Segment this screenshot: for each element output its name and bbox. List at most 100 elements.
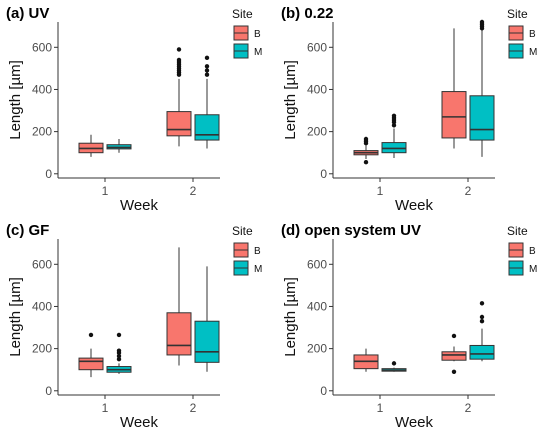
outlier-point	[479, 314, 485, 320]
outlier-point	[176, 57, 182, 63]
outlier-point	[116, 353, 122, 359]
y-tick-label: 600	[307, 257, 327, 271]
box-M-week-1	[106, 332, 132, 374]
y-tick-label: 200	[32, 342, 52, 356]
box-B-week-2	[441, 28, 467, 149]
y-tick-label: 0	[320, 384, 327, 398]
x-tick-label: 2	[465, 401, 472, 415]
panel-title: (b) 0.22	[281, 5, 334, 22]
y-tick-label: 0	[320, 167, 327, 181]
box-body	[381, 142, 407, 154]
outlier-point	[363, 136, 369, 142]
box-B-week-1	[353, 136, 379, 165]
outlier-point	[116, 356, 122, 362]
panel-title: (c) GF	[6, 222, 49, 239]
box-B-week-2	[166, 47, 192, 147]
outlier-point	[391, 113, 397, 119]
box-body	[469, 95, 495, 141]
box-body	[194, 320, 220, 363]
x-tick-label: 1	[102, 184, 109, 198]
y-axis-title: Length [µm]	[282, 277, 299, 357]
y-tick-label: 0	[45, 384, 52, 398]
outlier-point	[176, 47, 182, 52]
legend-label-M: M	[254, 47, 262, 58]
box-B-week-1	[353, 348, 379, 372]
legend-label-B: B	[529, 246, 536, 257]
y-tick-label: 200	[32, 125, 52, 139]
panel-title: (a) UV	[6, 5, 49, 22]
x-axis-title: Week	[120, 197, 159, 214]
legend-title: Site	[507, 224, 528, 238]
outlier-point	[479, 319, 485, 324]
x-tick-label: 1	[377, 184, 384, 198]
box-M-week-2	[194, 266, 220, 372]
box-B-week-2	[441, 333, 467, 375]
outlier-point	[116, 332, 122, 338]
x-axis-title: Week	[395, 414, 434, 431]
outlier-point	[204, 72, 210, 77]
y-axis-title: Length [µm]	[7, 60, 24, 140]
box-M-week-1	[381, 113, 407, 158]
chart-panel: (d) open system UV 0 200 400 600 1 2 Week Length…	[281, 222, 537, 431]
outlier-point	[451, 333, 457, 339]
y-axis-title: Length [µm]	[7, 277, 24, 357]
outlier-point	[479, 19, 485, 25]
box-body	[166, 312, 192, 356]
box-body	[441, 91, 467, 139]
box-body	[441, 351, 467, 361]
outlier-point	[363, 159, 369, 165]
y-tick-label: 400	[307, 82, 327, 96]
box-body	[469, 344, 495, 360]
outlier-point	[204, 55, 210, 61]
x-tick-label: 1	[102, 401, 109, 415]
legend-title: Site	[232, 7, 253, 21]
legend-label-M: M	[529, 47, 537, 58]
y-tick-label: 600	[307, 40, 327, 54]
y-tick-label: 200	[307, 125, 327, 139]
legend-label-M: M	[254, 264, 262, 275]
box-body	[78, 357, 104, 371]
box-M-week-1	[106, 139, 132, 153]
outlier-point	[204, 64, 210, 69]
y-tick-label: 400	[32, 299, 52, 313]
legend-label-B: B	[254, 29, 261, 40]
y-tick-label: 600	[32, 40, 52, 54]
y-tick-label: 200	[307, 342, 327, 356]
y-axis-title: Length [µm]	[282, 60, 299, 140]
y-tick-label: 0	[45, 167, 52, 181]
legend-label-M: M	[529, 264, 537, 275]
y-tick-label: 400	[307, 299, 327, 313]
legend-title: Site	[507, 7, 528, 21]
box-M-week-2	[469, 301, 495, 362]
outlier-point	[391, 361, 397, 366]
x-tick-label: 1	[377, 401, 384, 415]
x-tick-label: 2	[190, 184, 197, 198]
box-B-week-1	[78, 134, 104, 157]
outlier-point	[479, 301, 485, 306]
box-M-week-1	[381, 361, 407, 372]
x-axis-title: Week	[395, 197, 434, 214]
legend-title: Site	[232, 224, 253, 238]
box-M-week-2	[469, 19, 495, 157]
box-B-week-2	[166, 247, 192, 366]
box-body	[166, 111, 192, 137]
outlier-point	[204, 68, 210, 73]
y-tick-label: 400	[32, 82, 52, 96]
x-axis-title: Week	[120, 414, 159, 431]
legend-label-B: B	[254, 246, 261, 257]
legend-label-B: B	[529, 29, 536, 40]
x-tick-label: 2	[465, 184, 472, 198]
box-M-week-2	[194, 55, 220, 149]
y-tick-label: 600	[32, 257, 52, 271]
box-B-week-1	[78, 332, 104, 378]
outlier-point	[116, 348, 122, 353]
panel-title: (d) open system UV	[281, 222, 421, 239]
outlier-point	[88, 332, 94, 338]
